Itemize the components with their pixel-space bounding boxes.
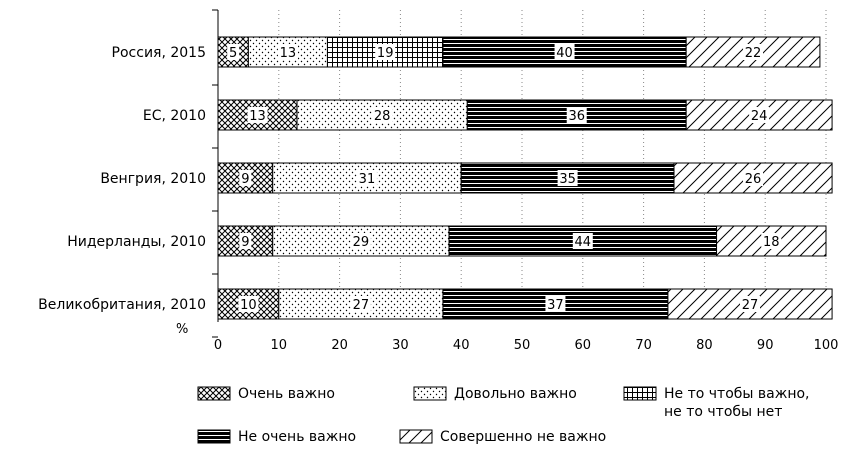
value-label-bg (545, 296, 566, 312)
bar-segment (685, 36, 821, 68)
value-label: 18 (763, 235, 780, 250)
value-label-bg (372, 107, 393, 123)
legend-swatch (413, 386, 447, 401)
value-label-bg (277, 44, 298, 60)
value-label: 40 (556, 46, 573, 61)
x-tick-label: 100 (814, 338, 839, 353)
x-tick-label: 80 (696, 338, 713, 353)
value-label: 26 (745, 172, 762, 187)
bars: 5 13 19 40 22 13 28 36 24 9 31 35 26 9 29 44 18 10 27 37 27 (217, 36, 833, 320)
bar-segment (217, 36, 249, 68)
value-label: 9 (241, 235, 249, 250)
x-ticks: 0 10 20 30 40 50 60 70 80 90 100 (214, 338, 839, 353)
category-label: Нидерланды, 2010 (67, 234, 206, 250)
legend-label: Не то чтобы важно, не то чтобы нет (664, 386, 810, 420)
value-label-bg (557, 170, 578, 186)
value-label-bg (572, 233, 593, 249)
category-labels: Россия, 2015 ЕС, 2010 Венгрия, 2010 Нидерла… (38, 45, 206, 313)
legend-swatch (399, 429, 433, 444)
legend-label: Совершенно не важно (440, 429, 606, 445)
value-label: 29 (353, 235, 370, 250)
value-label-bg (740, 296, 760, 312)
value-label: 28 (374, 109, 391, 124)
value-label: 36 (568, 109, 585, 124)
value-label: 27 (742, 298, 759, 313)
value-label-bg (227, 44, 240, 60)
x-tick-label: 10 (271, 338, 288, 353)
x-tick-label: 30 (392, 338, 409, 353)
value-label-bg (743, 170, 764, 186)
x-unit-label: % (176, 322, 188, 337)
value-label: 44 (575, 235, 592, 250)
x-tick-label: 50 (514, 338, 531, 353)
value-label-bg (247, 107, 268, 123)
value-label-bg (749, 107, 770, 123)
legend: Очень важно Довольно важно Не то чтобы важ… (197, 386, 810, 445)
x-tick-label: 60 (575, 338, 592, 353)
x-tick-label: 70 (635, 338, 652, 353)
legend-swatch (197, 386, 231, 401)
value-label-bg (238, 296, 259, 312)
category-label: Великобритания, 2010 (38, 297, 206, 313)
value-label-bg (350, 296, 371, 312)
value-label-bg (375, 44, 396, 60)
value-label-bg (239, 233, 252, 249)
value-label-bg (566, 107, 587, 123)
value-label: 27 (353, 298, 370, 313)
value-label: 37 (547, 298, 564, 313)
legend-label: Очень важно (238, 386, 335, 402)
value-label-bg (356, 170, 377, 186)
value-label-bg (743, 44, 764, 60)
legend-swatch (623, 386, 657, 401)
legend-label: Довольно важно (454, 386, 577, 402)
axes (212, 9, 219, 338)
value-label-bg (239, 170, 252, 186)
category-label: Венгрия, 2010 (100, 171, 206, 187)
value-label: 13 (249, 109, 266, 124)
value-label: 24 (751, 109, 768, 124)
value-label-bg (350, 233, 371, 249)
value-label: 22 (745, 46, 762, 61)
x-tick-label: 0 (214, 338, 222, 353)
legend-label: Не очень важно (238, 429, 356, 445)
category-label: ЕС, 2010 (143, 108, 206, 124)
value-label-bg (554, 44, 575, 60)
x-tick-label: 40 (453, 338, 470, 353)
value-label: 9 (241, 172, 249, 187)
x-tick-label: 20 (331, 338, 348, 353)
category-label: Россия, 2015 (112, 45, 206, 61)
value-label: 35 (559, 172, 576, 187)
value-label: 19 (377, 46, 394, 61)
value-label: 13 (280, 46, 297, 61)
value-label: 5 (229, 46, 237, 61)
value-label: 10 (240, 298, 257, 313)
value-label-bg (761, 233, 782, 249)
value-label: 31 (359, 172, 376, 187)
x-tick-label: 90 (757, 338, 774, 353)
legend-swatch (197, 429, 231, 444)
